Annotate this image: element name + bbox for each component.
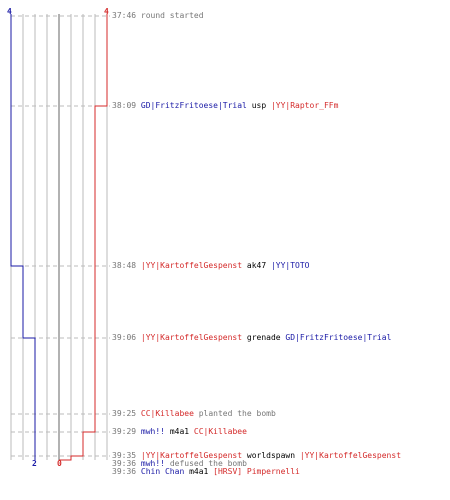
event-text: worldspawn xyxy=(242,451,300,460)
event-text: Chin Chan xyxy=(140,467,185,476)
event-time: 39:29 xyxy=(112,427,141,436)
event-text: |YY|Raptor_FFm xyxy=(270,101,339,110)
blue-count-bottom: 2 xyxy=(32,459,37,468)
event-time: 37:46 xyxy=(112,11,141,20)
blue-team-alive-line xyxy=(10,14,36,460)
event-row: 38:48 |YY|KartoffelGespenst ak47 |YY|TOT… xyxy=(112,261,310,270)
event-row: 39:36 Chin Chan m4a1 [HRSV] Pimpernelli xyxy=(112,467,300,476)
event-text: mwh!! xyxy=(140,427,165,436)
event-text: ak47 xyxy=(242,261,271,270)
event-row: 39:06 |YY|KartoffelGespenst grenade GD|F… xyxy=(112,333,391,342)
event-text: defused the bomb xyxy=(165,459,247,468)
event-row: 37:46 round started xyxy=(112,11,204,20)
event-text: CC|Killabee xyxy=(140,409,194,418)
event-time: 39:25 xyxy=(112,409,141,418)
event-row: 39:35 |YY|KartoffelGespenst worldspawn |… xyxy=(112,451,401,460)
event-row: 38:09 GD|FritzFritoese|Trial usp |YY|Rap… xyxy=(112,101,338,110)
event-time: 39:35 xyxy=(112,451,141,460)
event-text: |YY|KartoffelGespenst xyxy=(140,261,243,270)
red-team-alive-line xyxy=(59,14,108,461)
event-text: [HRSV] Pimpernelli xyxy=(213,467,300,476)
event-time: 38:48 xyxy=(112,261,141,270)
event-row: 39:29 mwh!! m4a1 CC|Killabee xyxy=(112,427,247,436)
red-count-bottom: 0 xyxy=(57,459,62,468)
event-text: |YY|KartoffelGespenst xyxy=(140,333,243,342)
event-text: m4a1 xyxy=(165,427,194,436)
event-time: 38:09 xyxy=(112,101,141,110)
event-text: |YY|KartoffelGespenst xyxy=(299,451,402,460)
blue-count-top: 4 xyxy=(7,7,12,16)
event-time: 39:36 xyxy=(112,467,141,476)
event-time: 39:06 xyxy=(112,333,141,342)
event-text: |YY|TOTO xyxy=(270,261,310,270)
event-text: usp xyxy=(246,101,271,110)
event-text: m4a1 xyxy=(184,467,214,476)
event-row: 39:25 CC|Killabee planted the bomb xyxy=(112,409,276,418)
event-row: 39:36 mwh!! defused the bomb xyxy=(112,459,247,468)
event-text: grenade xyxy=(242,333,286,342)
event-text: CC|Killabee xyxy=(193,427,247,436)
event-text: mwh!! xyxy=(140,459,165,468)
event-text: GD|FritzFritoese|Trial xyxy=(285,333,392,342)
event-time: 39:36 xyxy=(112,459,141,468)
grid-lines xyxy=(10,14,108,460)
event-text: planted the bomb xyxy=(193,409,276,418)
event-text: round started xyxy=(140,11,204,20)
event-text: |YY|KartoffelGespenst xyxy=(140,451,243,460)
red-count-top: 4 xyxy=(104,7,109,16)
event-text: GD|FritzFritoese|Trial xyxy=(140,101,247,110)
